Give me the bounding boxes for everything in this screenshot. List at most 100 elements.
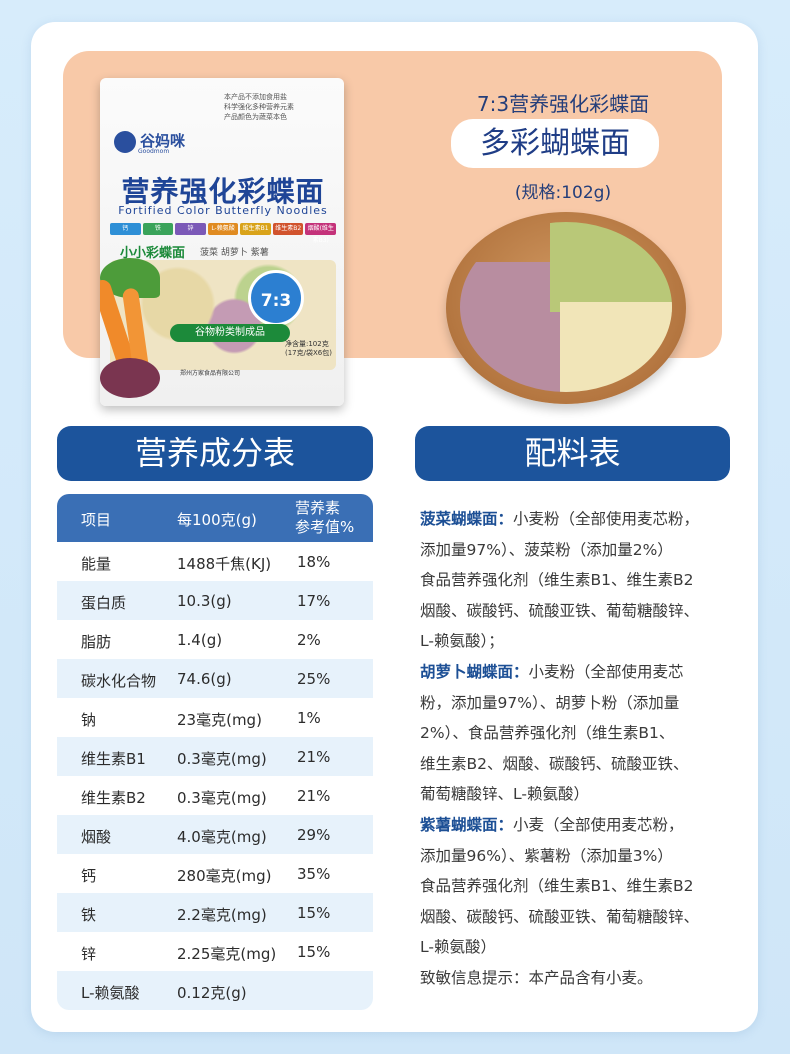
nutrient-name: 能量 xyxy=(81,555,112,573)
ingredient-line: 胡萝卜蝴蝶面：小麦粉（全部使用麦芯 xyxy=(420,657,738,688)
header-amount: 每100克(g) xyxy=(177,511,257,529)
hero-top-line: 7:3营养强化彩蝶面 xyxy=(476,92,650,116)
ingredient-line: 食品营养强化剂（维生素B1、维生素B2 xyxy=(420,877,694,896)
nutrient-name: 钠 xyxy=(81,711,97,729)
package-subtitle: Fortified Color Butterfly Noodles xyxy=(118,204,328,217)
nutrient-name: L-赖氨酸 xyxy=(81,984,140,1002)
nutrient-amount: 280毫克(mg) xyxy=(177,867,272,885)
nutrient-nrv: 2% xyxy=(297,631,321,649)
header-nrv-line2: 参考值% xyxy=(295,518,355,536)
package-brand: 谷妈咪 xyxy=(140,132,186,150)
ingredient-line: 2%）、食品营养强化剂（维生素B1、 xyxy=(420,724,675,743)
purple-label: 紫薯蝴蝶面： xyxy=(420,815,514,834)
ingredient-line: 葡萄糖酸锌、L-赖氨酸） xyxy=(420,785,589,804)
ingredient-line: 紫薯蝴蝶面：小麦（全部使用麦芯粉， xyxy=(420,810,738,841)
package-note: 产品颜色为蔬菜本色 xyxy=(224,113,287,121)
ingredient-line: 维生素B2、烟酸、碳酸钙、硫酸亚铁、 xyxy=(420,754,689,773)
table-row: 钠 23毫克(mg) 1% xyxy=(57,698,373,737)
nutrient-nrv: 25% xyxy=(297,670,331,688)
product-package-image: 本产品不添加食用盐 科学强化多种营养元素 产品颜色为蔬菜本色 谷妈咪 Goodm… xyxy=(100,78,344,406)
nutrient-name: 钙 xyxy=(81,867,97,885)
ingredient-text: 小麦（全部使用麦芯粉， xyxy=(513,815,684,834)
nutrient-nrv: 15% xyxy=(297,943,331,961)
package-tag: 维生素B2 xyxy=(272,223,304,235)
header-nrv: 营养素 参考值% xyxy=(295,499,354,537)
table-row: 维生素B2 0.3毫克(mg) 21% xyxy=(57,776,373,815)
nutrient-amount: 4.0毫克(mg) xyxy=(177,828,267,846)
table-row: 铁 2.2毫克(mg) 15% xyxy=(57,893,373,932)
carrot-label: 胡萝卜蝴蝶面： xyxy=(420,662,529,681)
nutrient-nrv: 15% xyxy=(297,904,331,922)
ingredient-line: L-赖氨酸）； xyxy=(420,632,504,651)
table-row: 能量 1488千焦(KJ) 18% xyxy=(57,542,373,581)
package-company: 郑州方家食品有限公司 xyxy=(180,370,241,377)
ingredient-line: 菠菜蝴蝶面：小麦粉（全部使用麦芯粉， xyxy=(420,504,738,535)
table-row: 烟酸 4.0毫克(mg) 29% xyxy=(57,815,373,854)
nutrient-name: 维生素B1 xyxy=(81,750,146,768)
ingredients-heading: 配料表 xyxy=(415,426,730,481)
package-tag: 铁 xyxy=(142,223,174,235)
brand-logo-icon xyxy=(114,131,136,153)
package-tag: 锌 xyxy=(175,223,206,235)
nutrient-nrv: 21% xyxy=(297,787,331,805)
nutrient-name: 维生素B2 xyxy=(81,789,146,807)
package-mini-title: 小小彩蝶面 xyxy=(120,246,186,261)
nutrient-amount: 23毫克(mg) xyxy=(177,711,262,729)
nutrient-name: 碳水化合物 xyxy=(81,672,157,690)
ingredient-line: 烟酸、碳酸钙、硫酸亚铁、葡萄糖酸锌、 xyxy=(420,907,700,926)
package-note: 科学强化多种营养元素 xyxy=(224,103,294,111)
package-category: 谷物粉类制成品 xyxy=(170,324,290,342)
net-weight-text: 净含量:102克 xyxy=(285,340,329,348)
table-row: 维生素B1 0.3毫克(mg) 21% xyxy=(57,737,373,776)
nutrient-amount: 0.3毫克(mg) xyxy=(177,750,267,768)
package-net-weight: 净含量:102克 (17克/袋X6包) xyxy=(285,340,332,358)
ingredient-text: 小麦粉（全部使用麦芯 xyxy=(528,662,684,681)
table-row: 碳水化合物 74.6(g) 25% xyxy=(57,659,373,698)
nutrient-nrv: 29% xyxy=(297,826,331,844)
package-note: 本产品不添加食用盐 xyxy=(224,93,287,101)
nutrient-nrv: 18% xyxy=(297,553,331,571)
package-tag: 维生素B1 xyxy=(240,223,271,235)
ingredients-text: 菠菜蝴蝶面：小麦粉（全部使用麦芯粉， 添加量97%）、菠菜粉（添加量2%） 食品… xyxy=(420,504,738,994)
package-vegetables: 菠菜 胡萝卜 紫薯 xyxy=(200,248,269,258)
nutrient-amount: 2.2毫克(mg) xyxy=(177,906,267,924)
nutrient-amount: 10.3(g) xyxy=(177,592,232,610)
hero-product-name: 多彩蝴蝶面 xyxy=(451,119,659,168)
package-tag: 烟酸(维生素B3) xyxy=(305,223,337,244)
table-row: 钙 280毫克(mg) 35% xyxy=(57,854,373,893)
net-weight-detail: (17克/袋X6包) xyxy=(285,349,332,357)
nutrient-name: 脂肪 xyxy=(81,633,112,651)
nutrient-name: 铁 xyxy=(81,906,97,924)
nutrient-nrv: 21% xyxy=(297,748,331,766)
ingredient-line: 粉，添加量97%）、胡萝卜粉（添加量 xyxy=(420,693,680,712)
cream-pasta xyxy=(560,302,672,392)
nutrient-name: 烟酸 xyxy=(81,828,112,846)
table-row: 锌 2.25毫克(mg) 15% xyxy=(57,932,373,971)
package-tag: L-赖氨酸 xyxy=(207,223,239,235)
package-notes: 本产品不添加食用盐 科学强化多种营养元素 产品颜色为蔬菜本色 xyxy=(224,92,294,122)
header-nrv-line1: 营养素 xyxy=(295,499,341,517)
package-title: 营养强化彩蝶面 xyxy=(121,175,325,208)
ingredient-text: 小麦粉（全部使用麦芯粉， xyxy=(513,510,700,528)
spinach-label: 菠菜蝴蝶面： xyxy=(420,510,514,528)
ingredient-line: L-赖氨酸） xyxy=(420,938,496,957)
table-row: 脂肪 1.4(g) 2% xyxy=(57,620,373,659)
nutrient-nrv: 1% xyxy=(297,709,321,727)
nutrient-amount: 2.25毫克(mg) xyxy=(177,945,277,963)
table-row: L-赖氨酸 0.12克(g) xyxy=(57,971,373,1010)
purple-potato-icon xyxy=(100,358,160,398)
nutrient-name: 锌 xyxy=(81,945,97,963)
table-row: 蛋白质 10.3(g) 17% xyxy=(57,581,373,620)
nutrient-amount: 74.6(g) xyxy=(177,670,232,688)
nutrient-name: 蛋白质 xyxy=(81,594,127,612)
nutrient-nrv: 35% xyxy=(297,865,331,883)
package-ratio-badge: 7:3 xyxy=(248,270,304,326)
nutrient-amount: 1.4(g) xyxy=(177,631,223,649)
bowl-pasta xyxy=(460,222,672,392)
ingredient-line: 烟酸、碳酸钙、硫酸亚铁、葡萄糖酸锌、 xyxy=(420,601,700,620)
package-tag: 钙 xyxy=(110,223,141,235)
ingredient-line: 添加量97%）、菠菜粉（添加量2%） xyxy=(420,540,673,559)
nutrient-amount: 1488千焦(KJ) xyxy=(177,555,272,573)
green-pasta xyxy=(550,222,672,312)
nutrition-table-header: 项目 每100克(g) 营养素 参考值% xyxy=(57,494,373,542)
